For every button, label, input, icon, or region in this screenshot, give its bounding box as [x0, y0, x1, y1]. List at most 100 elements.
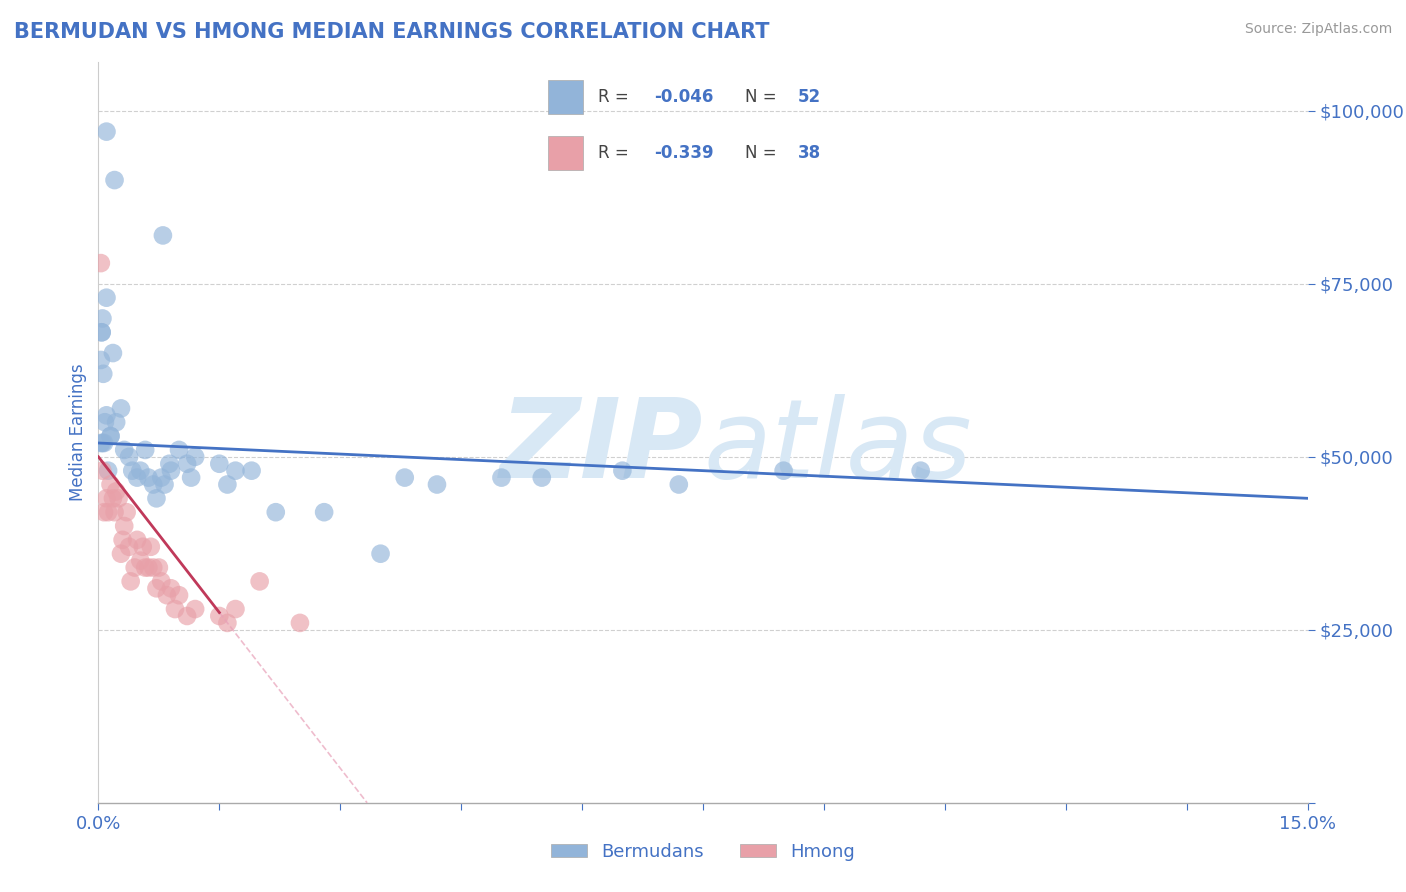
Point [264, 505, 287, 519]
Point [910, 464, 932, 478]
Point [97, 464, 120, 478]
Point [217, 477, 239, 491]
Point [90, 436, 112, 450]
Point [93, 436, 115, 450]
Point [96, 491, 118, 506]
Text: atlas: atlas [703, 394, 972, 501]
Text: -0.339: -0.339 [654, 144, 713, 161]
Point [129, 464, 152, 478]
Point [118, 450, 141, 464]
Point [530, 470, 553, 484]
Point [150, 470, 173, 484]
Point [668, 477, 690, 491]
Point [96, 409, 118, 423]
Bar [548, 136, 583, 169]
Point [105, 484, 128, 499]
Point [97, 505, 120, 519]
Point [134, 442, 156, 457]
Point [176, 457, 198, 471]
Text: ZIP: ZIP [499, 394, 703, 501]
Text: BERMUDAN VS HMONG MEDIAN EARNINGS CORRELATION CHART: BERMUDAN VS HMONG MEDIAN EARNINGS CORREL… [14, 22, 769, 42]
Text: 38: 38 [799, 144, 821, 161]
Point [314, 505, 336, 519]
Point [93, 505, 115, 519]
Point [208, 609, 231, 624]
Point [240, 464, 263, 478]
Point [160, 464, 183, 478]
Point [120, 574, 142, 589]
Point [153, 477, 176, 491]
Point [91, 436, 114, 450]
Point [115, 505, 138, 519]
Point [96, 291, 118, 305]
Point [249, 574, 271, 589]
Point [150, 574, 173, 589]
Point [91, 464, 114, 478]
Point [100, 429, 122, 443]
Point [142, 477, 165, 491]
Point [100, 477, 122, 491]
Point [112, 519, 135, 533]
Point [105, 415, 128, 429]
Point [491, 470, 513, 484]
Y-axis label: Median Earnings: Median Earnings [69, 364, 87, 501]
Point [101, 346, 124, 360]
Point [167, 442, 190, 457]
Point [103, 505, 125, 519]
Point [288, 615, 311, 630]
Point [134, 560, 156, 574]
Point [152, 228, 174, 243]
Text: Source: ZipAtlas.com: Source: ZipAtlas.com [1244, 22, 1392, 37]
Point [100, 429, 122, 443]
Point [110, 401, 132, 416]
Point [121, 464, 143, 478]
Point [90, 256, 112, 270]
Point [111, 533, 134, 547]
Point [145, 582, 167, 596]
Text: 52: 52 [799, 88, 821, 106]
Point [129, 554, 152, 568]
Point [156, 588, 179, 602]
Point [107, 491, 129, 506]
Point [139, 540, 162, 554]
Point [138, 470, 160, 484]
Point [127, 470, 149, 484]
Point [163, 602, 186, 616]
Point [224, 602, 246, 616]
Point [157, 457, 180, 471]
Point [772, 464, 794, 478]
Point [91, 367, 114, 381]
Point [90, 326, 112, 340]
Point [394, 470, 416, 484]
Point [110, 547, 132, 561]
Point [101, 491, 124, 506]
Point [112, 442, 135, 457]
Text: -0.046: -0.046 [654, 88, 713, 106]
Point [145, 491, 167, 506]
Point [217, 615, 239, 630]
Text: N =: N = [745, 144, 782, 161]
Point [208, 457, 231, 471]
Point [148, 560, 170, 574]
Text: N =: N = [745, 88, 782, 106]
Point [127, 533, 149, 547]
Point [118, 540, 141, 554]
Point [91, 311, 114, 326]
Point [167, 588, 190, 602]
Point [142, 560, 165, 574]
Point [94, 415, 117, 429]
Point [160, 582, 183, 596]
Point [184, 450, 207, 464]
Text: R =: R = [598, 144, 634, 161]
Point [96, 125, 118, 139]
Point [184, 602, 207, 616]
Point [90, 326, 112, 340]
Point [224, 464, 246, 478]
Point [103, 173, 125, 187]
Point [370, 547, 392, 561]
Text: R =: R = [598, 88, 634, 106]
Legend: Bermudans, Hmong: Bermudans, Hmong [544, 836, 862, 868]
Point [132, 540, 155, 554]
Point [426, 477, 449, 491]
Point [612, 464, 634, 478]
